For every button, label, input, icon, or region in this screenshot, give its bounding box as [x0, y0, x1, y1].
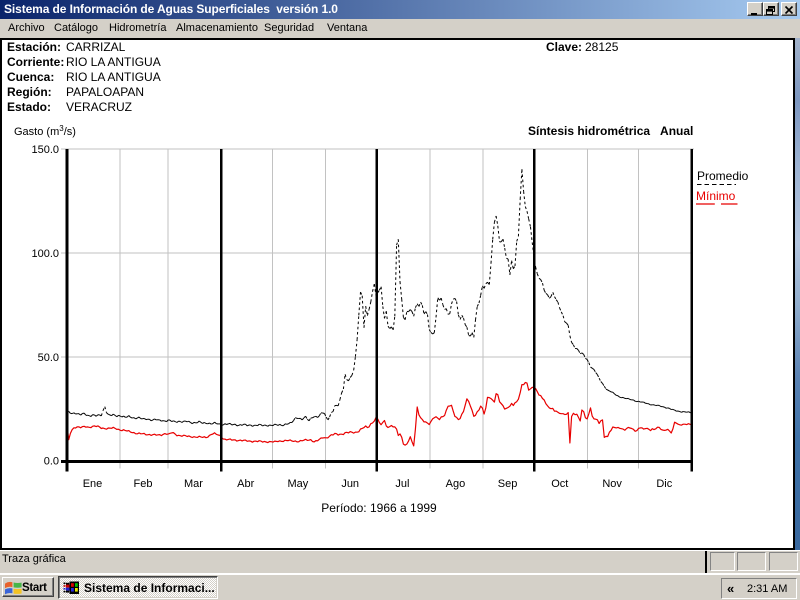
svg-text:150.0: 150.0	[31, 144, 59, 156]
svg-text:Sep: Sep	[498, 478, 518, 490]
svg-text:100.0: 100.0	[31, 248, 59, 260]
svg-text:50.0: 50.0	[38, 352, 59, 364]
svg-text:Ene: Ene	[83, 478, 103, 490]
svg-text:Feb: Feb	[134, 478, 153, 490]
svg-text:Jun: Jun	[341, 478, 359, 490]
svg-text:Abr: Abr	[237, 478, 254, 490]
svg-text:May: May	[288, 478, 309, 490]
svg-text:0.0: 0.0	[44, 456, 59, 468]
svg-text:Oct: Oct	[551, 478, 568, 490]
svg-text:Jul: Jul	[395, 478, 409, 490]
svg-text:Ago: Ago	[446, 478, 466, 490]
svg-text:Nov: Nov	[602, 478, 622, 490]
svg-text:Dic: Dic	[656, 478, 672, 490]
svg-text:Período: 1966 a 1999: Período: 1966 a 1999	[321, 501, 437, 515]
svg-text:Mínimo: Mínimo	[696, 189, 736, 203]
svg-text:Promedio: Promedio	[697, 169, 749, 183]
svg-text:Mar: Mar	[184, 478, 203, 490]
